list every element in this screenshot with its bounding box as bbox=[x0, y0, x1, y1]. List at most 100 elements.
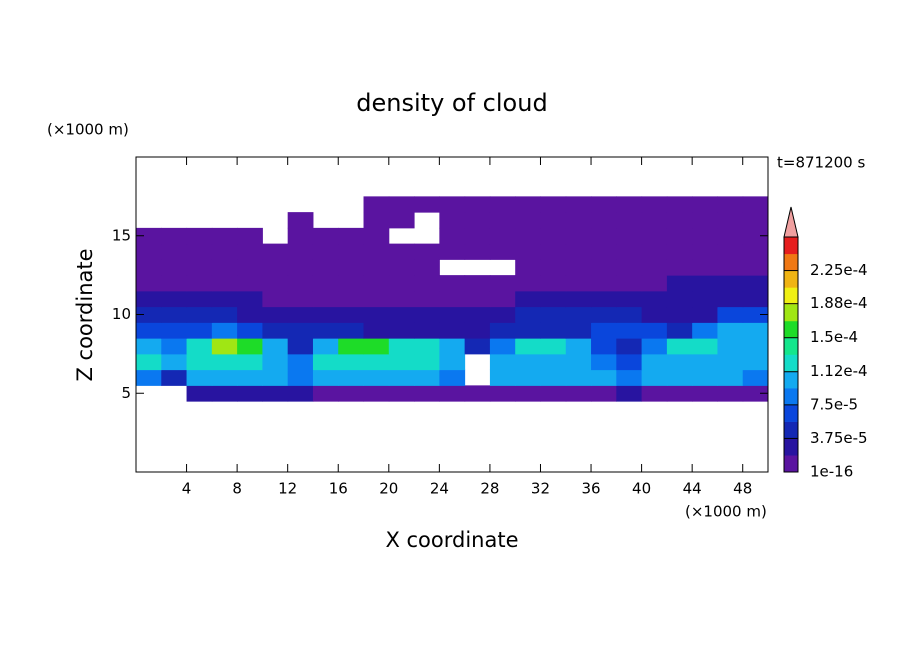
contour-cell bbox=[489, 306, 516, 323]
contour-cell bbox=[464, 290, 491, 308]
contour-cell bbox=[565, 227, 592, 245]
contour-cell bbox=[565, 212, 592, 229]
contour-cell bbox=[414, 369, 440, 386]
contour-cell bbox=[489, 322, 516, 339]
contour-cell bbox=[641, 353, 668, 371]
contour-cell bbox=[591, 243, 617, 260]
contour-cell bbox=[186, 322, 213, 339]
contour-cell bbox=[287, 290, 314, 308]
colorbar-band bbox=[784, 253, 798, 271]
contour-cell bbox=[388, 353, 415, 371]
colorbar-band bbox=[784, 304, 798, 322]
x-tick-label: 32 bbox=[531, 480, 550, 498]
contour-cell bbox=[692, 306, 718, 323]
contour-cell bbox=[439, 322, 466, 339]
contour-cell bbox=[717, 227, 744, 245]
contour-cell bbox=[211, 353, 238, 371]
contour-cell bbox=[211, 227, 238, 245]
contour-cell bbox=[186, 259, 213, 276]
contour-cell bbox=[439, 227, 466, 245]
contour-cell bbox=[489, 196, 516, 213]
contour-cell bbox=[338, 322, 365, 339]
contour-cell bbox=[489, 353, 516, 371]
contour-cell bbox=[312, 275, 339, 292]
contour-cell bbox=[338, 369, 365, 386]
contour-cell bbox=[616, 227, 643, 245]
x-axis-label: X coordinate bbox=[385, 528, 518, 552]
contour-cell bbox=[186, 385, 213, 402]
contour-cell bbox=[363, 259, 390, 276]
contour-cell bbox=[591, 385, 617, 402]
contour-cell bbox=[338, 227, 365, 245]
contour-cell bbox=[186, 227, 213, 245]
contour-cell bbox=[666, 259, 693, 276]
contour-cell bbox=[641, 385, 668, 402]
colorbar-tick-label: 2.25e-4 bbox=[810, 261, 868, 279]
contour-cell bbox=[136, 243, 162, 260]
contour-cell bbox=[388, 369, 415, 386]
contour-cell bbox=[363, 290, 390, 308]
x-tick-label: 24 bbox=[430, 480, 449, 498]
contour-cell bbox=[338, 290, 365, 308]
contour-cell bbox=[540, 306, 567, 323]
contour-cell bbox=[211, 243, 238, 260]
contour-cell bbox=[186, 275, 213, 292]
contour-cell bbox=[363, 243, 390, 260]
colorbar-extend bbox=[783, 206, 799, 238]
contour-cell bbox=[363, 369, 390, 386]
contour-cell bbox=[540, 369, 567, 386]
x-tick-label: 36 bbox=[581, 480, 600, 498]
contour-cell bbox=[414, 338, 440, 355]
contour-cell bbox=[742, 212, 769, 229]
contour-cell bbox=[161, 322, 188, 339]
contour-cell bbox=[666, 306, 693, 323]
contour-cell bbox=[540, 290, 567, 308]
contour-cell bbox=[388, 259, 415, 276]
contour-cell bbox=[287, 369, 314, 386]
contour-cell bbox=[237, 275, 263, 292]
contour-cell bbox=[591, 306, 617, 323]
contour-cell bbox=[464, 243, 491, 260]
contour-cell bbox=[439, 212, 466, 229]
contour-cell bbox=[692, 259, 718, 276]
contour-cell bbox=[540, 212, 567, 229]
contour-cell bbox=[515, 322, 541, 339]
contour-cell bbox=[515, 369, 541, 386]
x-tick-label: 8 bbox=[232, 480, 242, 498]
contour-cell bbox=[237, 369, 263, 386]
contour-cell bbox=[591, 212, 617, 229]
contour-cell bbox=[616, 338, 643, 355]
contour-cell bbox=[515, 338, 541, 355]
contour-cell bbox=[641, 275, 668, 292]
contour-cell bbox=[136, 306, 162, 323]
contour-cell bbox=[211, 275, 238, 292]
contour-cell bbox=[717, 290, 744, 308]
contour-cell bbox=[414, 243, 440, 260]
contour-cell bbox=[515, 290, 541, 308]
colorbar-band bbox=[784, 371, 798, 389]
contour-cell bbox=[439, 338, 466, 355]
contour-cell bbox=[540, 196, 567, 213]
contour-cell bbox=[641, 338, 668, 355]
contour-cell bbox=[591, 322, 617, 339]
contour-cell bbox=[717, 353, 744, 371]
contour-cell bbox=[742, 306, 769, 323]
contour-cell bbox=[262, 369, 289, 386]
contour-cell bbox=[287, 227, 314, 245]
x-tick-label: 16 bbox=[329, 480, 348, 498]
colorbar-band bbox=[784, 421, 798, 439]
contour-cell bbox=[211, 259, 238, 276]
contour-cell bbox=[641, 259, 668, 276]
contour-cell bbox=[717, 338, 744, 355]
contour-cell bbox=[692, 212, 718, 229]
contour-cell bbox=[136, 275, 162, 292]
contour-cell bbox=[414, 290, 440, 308]
y-axis-label: Z coordinate bbox=[73, 248, 97, 381]
contour-cell bbox=[489, 212, 516, 229]
contour-cell bbox=[565, 196, 592, 213]
colorbar-band bbox=[784, 320, 798, 339]
contour-cell bbox=[388, 196, 415, 213]
contour-cell bbox=[565, 338, 592, 355]
contour-cell bbox=[287, 243, 314, 260]
contour-cell bbox=[616, 306, 643, 323]
